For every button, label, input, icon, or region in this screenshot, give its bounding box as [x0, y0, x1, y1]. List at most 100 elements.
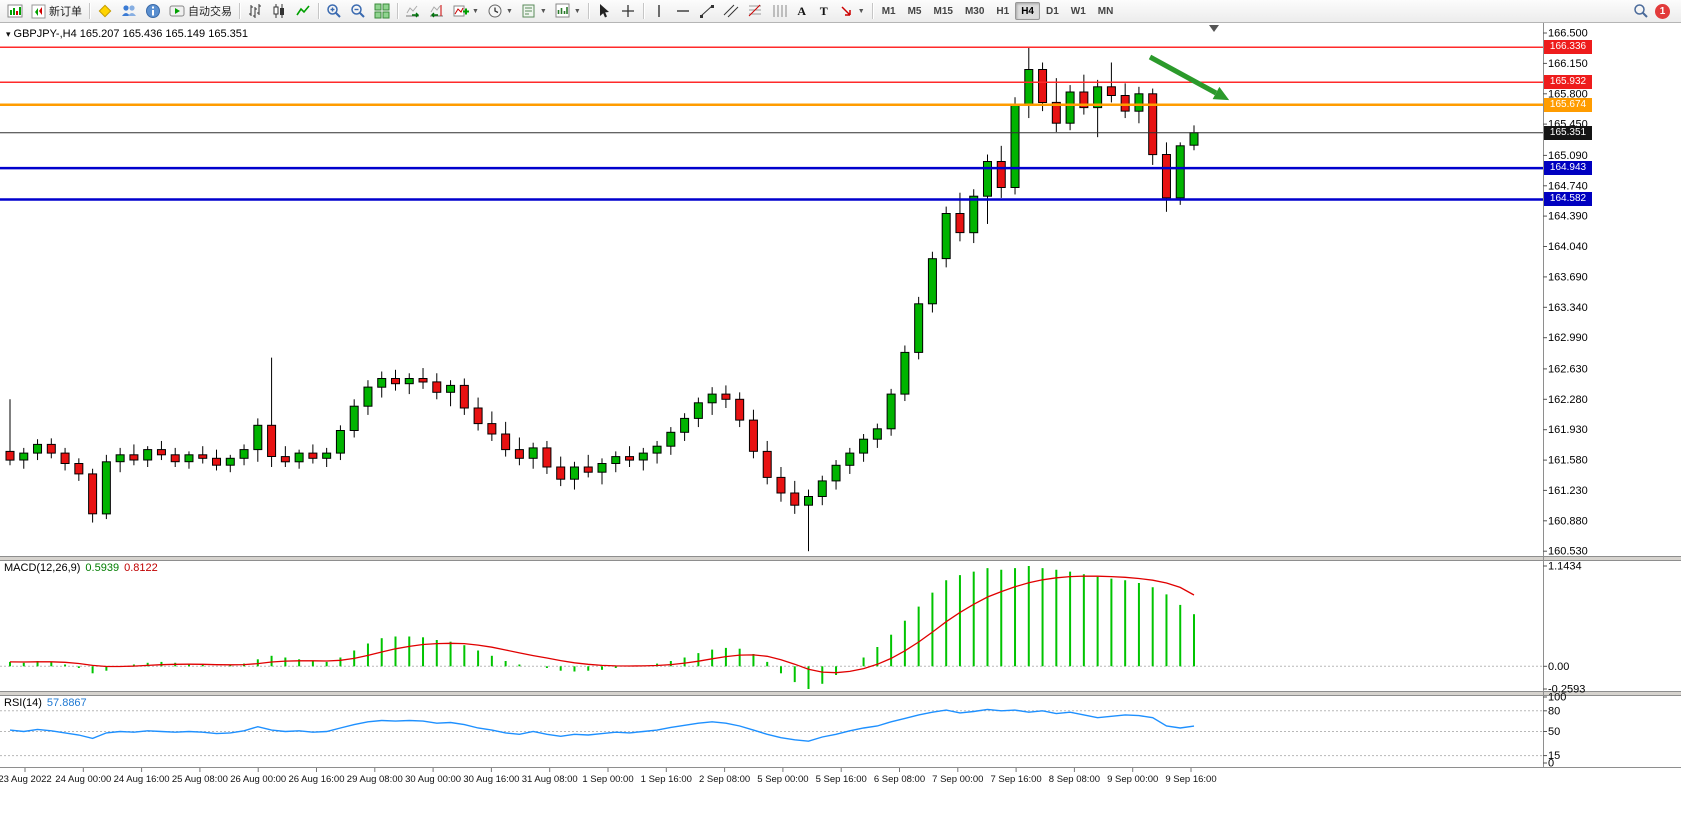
svg-text:15: 15 — [1548, 750, 1560, 762]
candlestick-icon — [271, 3, 287, 19]
panel-dividers[interactable] — [0, 23, 1681, 768]
chevron-down-icon: ▼ — [573, 7, 581, 15]
chart-shift-marker[interactable] — [1209, 25, 1219, 32]
current-price-badge: 165.351 — [1544, 126, 1592, 140]
zoom-out-button[interactable] — [346, 1, 370, 21]
line-chart-button[interactable] — [291, 1, 315, 21]
search-button[interactable] — [1629, 1, 1653, 21]
timeframe-h1-button[interactable]: H1 — [996, 5, 1010, 17]
svg-text:161.580: 161.580 — [1548, 455, 1588, 467]
trendline-button[interactable] — [695, 1, 719, 21]
price-level-badge: 164.943 — [1544, 161, 1592, 175]
svg-text:161.930: 161.930 — [1548, 424, 1588, 436]
svg-text:7 Sep 16:00: 7 Sep 16:00 — [990, 774, 1041, 785]
candlestick-series — [5, 47, 1199, 552]
cursor-button[interactable] — [592, 1, 616, 21]
price-level-badge: 164.582 — [1544, 192, 1592, 206]
svg-text:26 Aug 16:00: 26 Aug 16:00 — [289, 774, 345, 785]
svg-text:24 Aug 16:00: 24 Aug 16:00 — [114, 774, 170, 785]
indicator-list-icon — [555, 3, 571, 19]
timeframe-mn-button[interactable]: MN — [1097, 5, 1114, 17]
channel-icon — [723, 3, 739, 19]
timeframe-m1-button[interactable]: M1 — [881, 5, 896, 17]
chevron-down-icon: ▼ — [472, 7, 479, 15]
svg-text:164.390: 164.390 — [1548, 211, 1588, 223]
svg-text:80: 80 — [1548, 705, 1560, 717]
svg-text:8 Sep 08:00: 8 Sep 08:00 — [1049, 774, 1100, 785]
new-order-button[interactable]: 新订单 — [27, 1, 86, 21]
timeframe-d1-button[interactable]: D1 — [1046, 5, 1059, 17]
cycle-lines-button[interactable] — [767, 1, 791, 21]
arrows-dropdown[interactable]: ▼ — [835, 1, 869, 21]
svg-text:160.530: 160.530 — [1548, 546, 1588, 558]
svg-text:163.690: 163.690 — [1548, 271, 1588, 283]
crosshair-button[interactable] — [616, 1, 640, 21]
macd-name: MACD(12,26,9) — [4, 562, 81, 574]
tile-windows-icon — [374, 3, 390, 19]
search-icon — [1633, 3, 1649, 19]
svg-text:163.340: 163.340 — [1548, 302, 1588, 314]
add-indicator-icon — [453, 3, 469, 19]
svg-text:30 Aug 16:00: 30 Aug 16:00 — [463, 774, 519, 785]
svg-text:6 Sep 08:00: 6 Sep 08:00 — [874, 774, 925, 785]
chart-shift-icon — [429, 3, 445, 19]
auto-scroll-button[interactable] — [401, 1, 425, 21]
market-watch-button[interactable] — [117, 1, 141, 21]
zoom-in-button[interactable] — [322, 1, 346, 21]
toolbar-separator — [239, 3, 240, 19]
price-level-lines[interactable] — [0, 46, 1543, 201]
trendline-icon — [699, 3, 715, 19]
objects-dropdown[interactable]: ▼ — [551, 1, 585, 21]
trend-arrow-annotation[interactable] — [1148, 54, 1230, 101]
svg-text:0.00: 0.00 — [1548, 661, 1569, 673]
vertical-line-icon — [651, 3, 667, 19]
toolbar-separator — [318, 3, 319, 19]
timeframe-m30-button[interactable]: M30 — [964, 5, 985, 17]
auto-scroll-icon — [405, 3, 421, 19]
text-tool-icon: A — [797, 3, 807, 18]
time-axis[interactable]: 23 Aug 2022 24 Aug 00:00 24 Aug 16:00 25 Au… — [0, 768, 1217, 785]
autotrading-button[interactable]: 自动交易 — [165, 1, 236, 21]
channel-button[interactable] — [719, 1, 743, 21]
bar-chart-button[interactable] — [243, 1, 267, 21]
symbol-ohlc-text: GBPJPY-,H4 165.207 165.436 165.149 165.3… — [13, 28, 248, 40]
svg-text:5 Sep 00:00: 5 Sep 00:00 — [757, 774, 808, 785]
timeframe-w1-button[interactable]: W1 — [1070, 5, 1086, 17]
period-dropdown[interactable]: ▼ — [483, 1, 517, 21]
template-dropdown[interactable]: ▼ — [517, 1, 551, 21]
chevron-down-icon: ▼ — [505, 7, 513, 15]
template-icon — [521, 3, 537, 19]
svg-text:23 Aug 2022: 23 Aug 2022 — [0, 774, 52, 785]
svg-text:1 Sep 00:00: 1 Sep 00:00 — [582, 774, 633, 785]
fibonacci-button[interactable] — [743, 1, 767, 21]
tile-windows-button[interactable] — [370, 1, 394, 21]
metaeditor-button[interactable] — [93, 1, 117, 21]
svg-text:50: 50 — [1548, 726, 1560, 738]
toolbar-separator — [871, 3, 873, 19]
zoom-in-icon — [326, 3, 342, 19]
candlestick-button[interactable] — [267, 1, 291, 21]
vertical-line-button[interactable] — [647, 1, 671, 21]
svg-text:162.280: 162.280 — [1548, 394, 1588, 406]
label-button[interactable]: T — [813, 1, 835, 21]
panel-toggle-icon[interactable]: ▾ — [6, 29, 11, 39]
text-button[interactable]: A — [791, 1, 813, 21]
chart-shift-button[interactable] — [425, 1, 449, 21]
autotrading-icon — [169, 3, 185, 19]
svg-text:30 Aug 00:00: 30 Aug 00:00 — [405, 774, 461, 785]
notification-badge[interactable]: 1 — [1655, 3, 1670, 19]
svg-text:0: 0 — [1548, 758, 1554, 770]
add-indicator-dropdown[interactable]: ▼ — [449, 1, 483, 21]
svg-text:9 Sep 16:00: 9 Sep 16:00 — [1165, 774, 1216, 785]
horizontal-line-button[interactable] — [671, 1, 695, 21]
timeframe-h4-button[interactable]: H4 — [1015, 2, 1040, 20]
zoom-out-icon — [350, 3, 366, 19]
new-chart-button[interactable] — [3, 1, 27, 21]
rsi-value: 57.8867 — [46, 697, 87, 709]
autotrading-label: 自动交易 — [188, 6, 232, 18]
info-button[interactable] — [141, 1, 165, 21]
timeframe-m15-button[interactable]: M15 — [933, 5, 953, 17]
timeframe-m5-button[interactable]: M5 — [907, 5, 922, 17]
